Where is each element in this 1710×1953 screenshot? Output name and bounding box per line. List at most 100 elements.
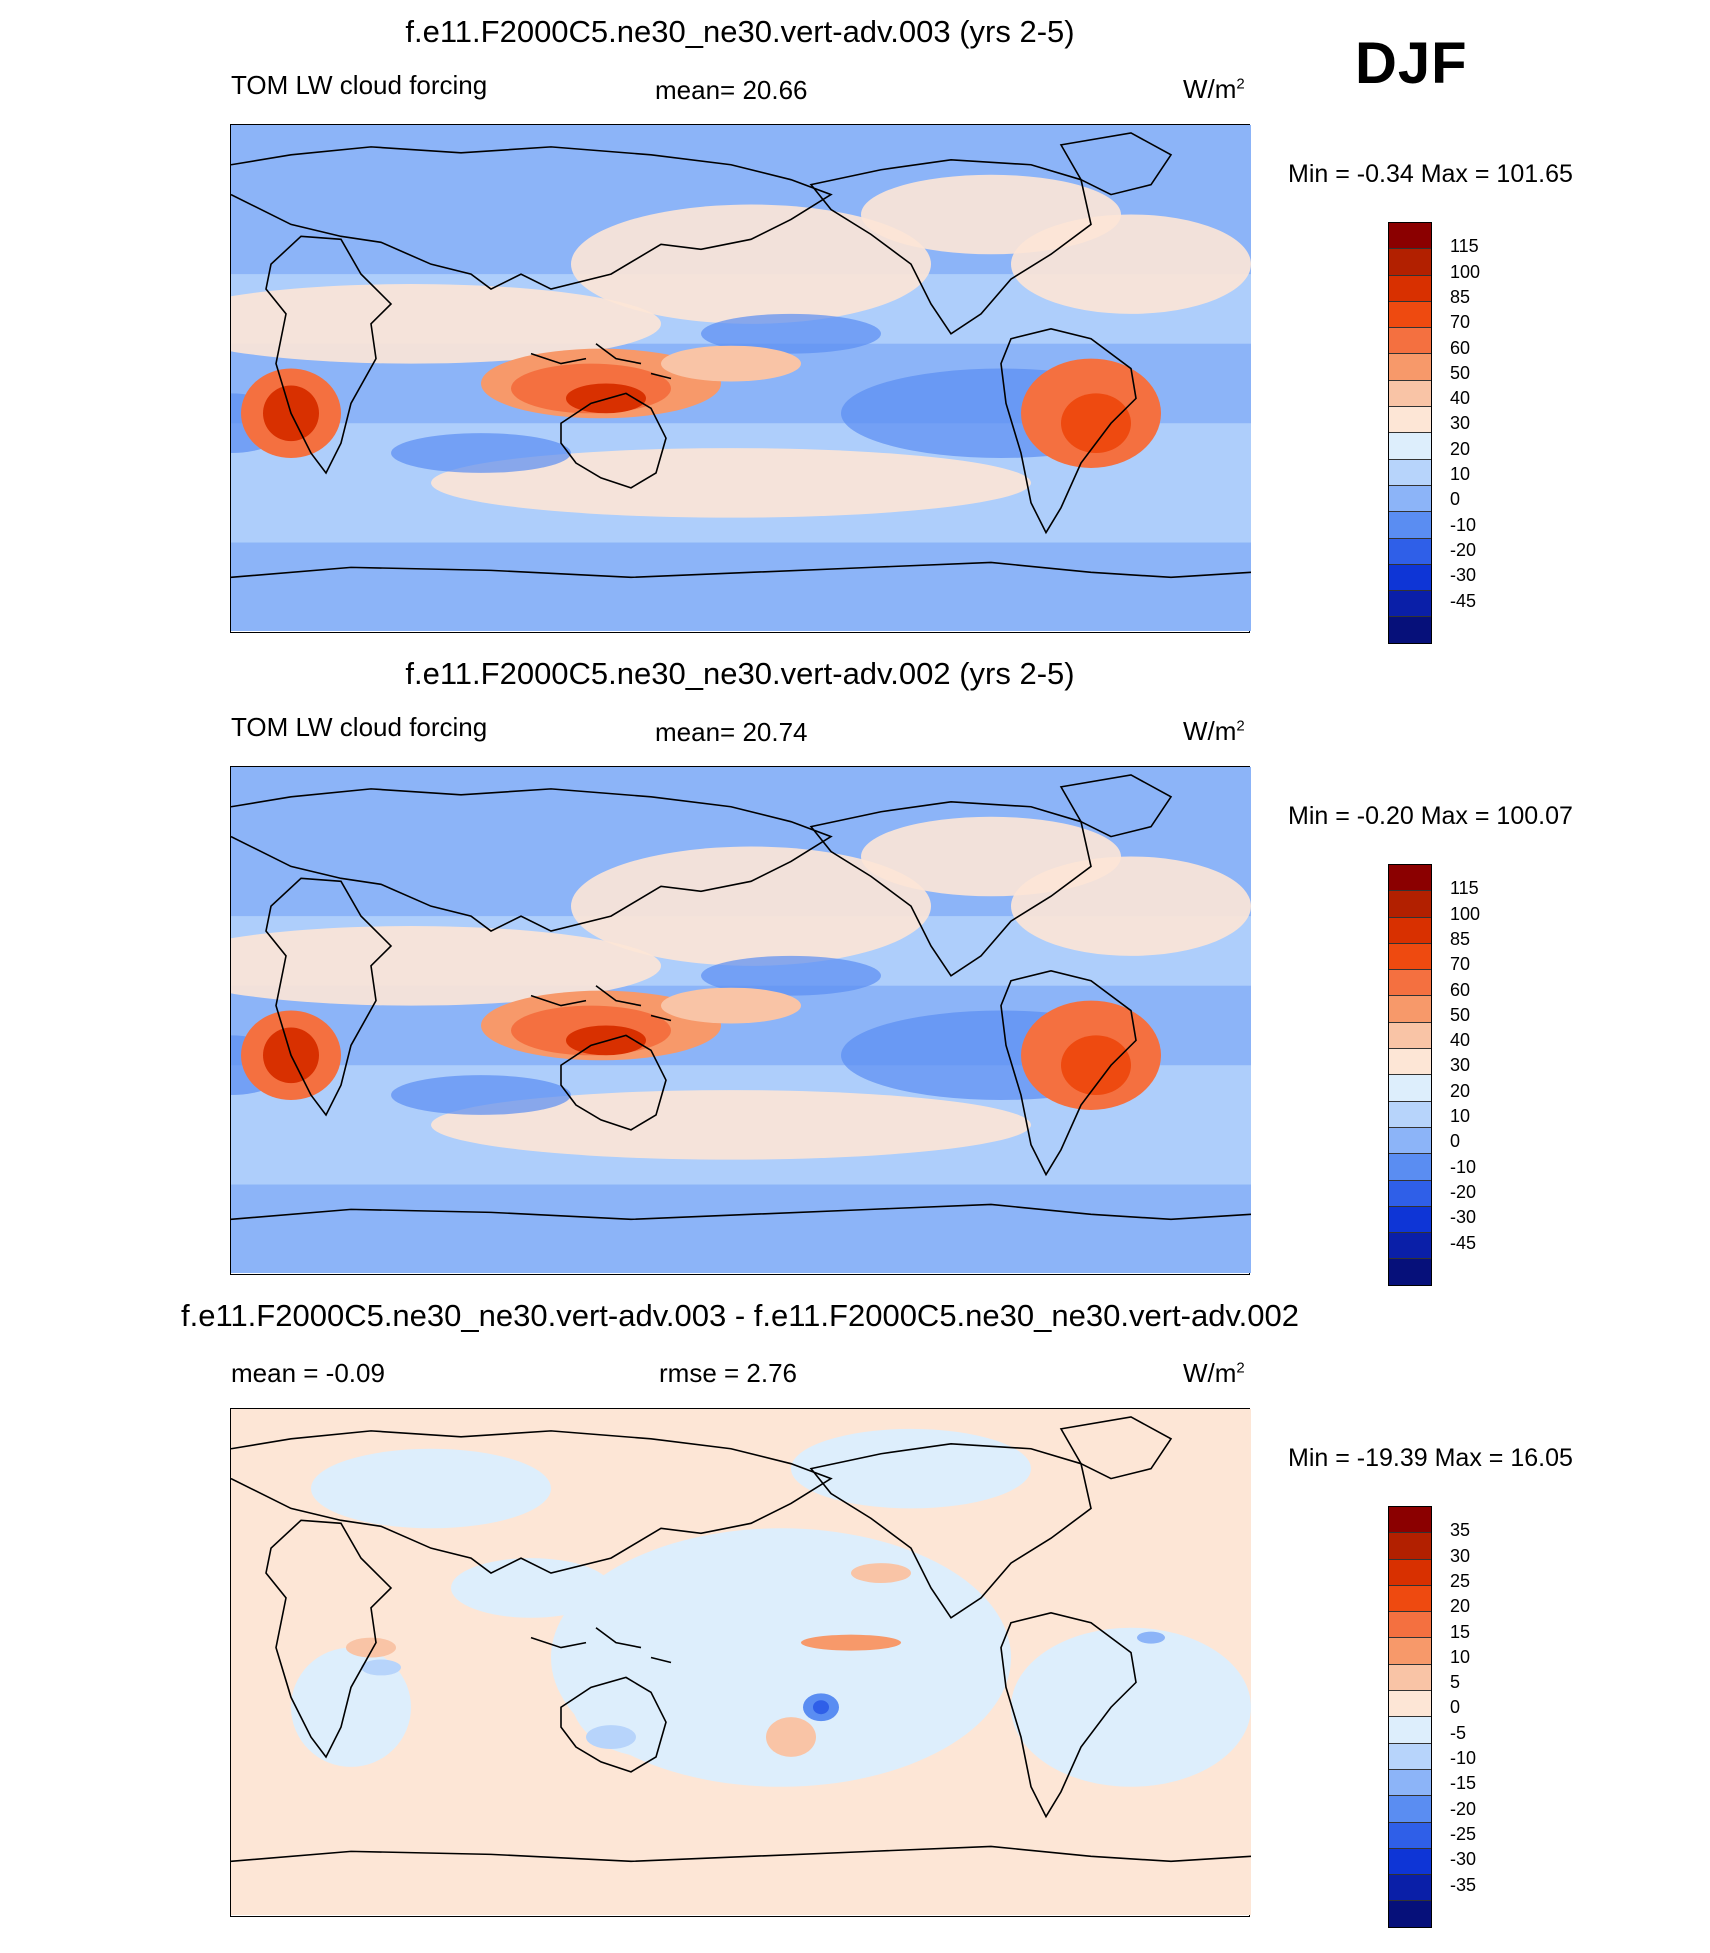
coastline bbox=[1059, 1416, 1173, 1480]
colorbar-swatch bbox=[1389, 1821, 1431, 1848]
coastline bbox=[231, 146, 833, 290]
coastline bbox=[809, 800, 1092, 977]
colorbar-swatch bbox=[1389, 1074, 1431, 1101]
colorbar-swatch bbox=[1389, 248, 1431, 275]
colorbar-swatch bbox=[1389, 1637, 1431, 1664]
colorbar-swatch bbox=[1389, 1532, 1431, 1559]
panel-1-title: f.e11.F2000C5.ne30_ne30.vert-adv.003 (yr… bbox=[405, 14, 1075, 49]
colorbar-tick-label: 20 bbox=[1450, 1080, 1471, 1101]
coastline bbox=[231, 1430, 833, 1574]
colorbar-swatch bbox=[1389, 616, 1431, 643]
colorbar-swatch bbox=[1389, 1021, 1431, 1049]
colorbar-tick-label: 115 bbox=[1450, 236, 1479, 257]
colorbar-swatch bbox=[1389, 223, 1431, 249]
colorbar-swatch bbox=[1389, 537, 1431, 564]
colorbar-swatch bbox=[1389, 1874, 1431, 1901]
map-field bbox=[231, 1409, 1251, 1915]
colorbar-tick-label: 30 bbox=[1450, 1545, 1471, 1566]
coastline bbox=[1059, 132, 1173, 196]
colorbar-swatch bbox=[1389, 1663, 1431, 1691]
colorbar-swatch bbox=[1389, 1900, 1431, 1927]
colorbar-tick-label: -30 bbox=[1450, 565, 1477, 586]
colorbar-tick-label: 5 bbox=[1450, 1672, 1461, 1693]
coastline bbox=[530, 1627, 672, 1664]
colorbar-swatch bbox=[1389, 1795, 1431, 1822]
panel-1-map bbox=[230, 124, 1251, 633]
colorbar-tick-label: -20 bbox=[1450, 539, 1477, 560]
panel-3-units: W/m2 bbox=[1183, 1358, 1245, 1388]
colorbar-swatch bbox=[1389, 274, 1431, 301]
colorbar-tick-label: -5 bbox=[1450, 1722, 1467, 1743]
colorbar-tick-label: -35 bbox=[1450, 1874, 1477, 1895]
colorbar-swatch bbox=[1389, 1558, 1431, 1585]
colorbar-swatch bbox=[1389, 1507, 1431, 1533]
panel-2-map bbox=[230, 766, 1251, 1275]
colorbar-swatch bbox=[1389, 1768, 1431, 1796]
season-label: DJF bbox=[1355, 31, 1468, 96]
colorbar-swatch bbox=[1389, 300, 1431, 328]
coastline bbox=[560, 1676, 667, 1773]
colorbar-tick-label: 30 bbox=[1450, 413, 1471, 434]
colorbar-tick-label: 50 bbox=[1450, 362, 1471, 383]
colorbar-swatch bbox=[1389, 942, 1431, 970]
colorbar-tick-label: 40 bbox=[1450, 388, 1471, 409]
colorbar-tick-label: 10 bbox=[1450, 1646, 1471, 1667]
panel-3-colorbar bbox=[1388, 1506, 1432, 1928]
coastline bbox=[265, 1519, 393, 1759]
colorbar-swatch bbox=[1389, 327, 1431, 354]
panel-2-colorbar bbox=[1388, 864, 1432, 1286]
coastline bbox=[809, 158, 1092, 335]
coastline bbox=[265, 877, 393, 1117]
panel-2-mean-label: mean= 20.74 bbox=[655, 717, 808, 747]
colorbar-swatch bbox=[1389, 1232, 1431, 1259]
colorbar-tick-label: 85 bbox=[1450, 286, 1471, 307]
colorbar-tick-label: 85 bbox=[1450, 928, 1471, 949]
map-field bbox=[231, 125, 1251, 631]
colorbar-tick-label: -20 bbox=[1450, 1181, 1477, 1202]
coastline bbox=[809, 1442, 1092, 1619]
panel-2-title: f.e11.F2000C5.ne30_ne30.vert-adv.002 (yr… bbox=[405, 656, 1075, 691]
coastline bbox=[265, 235, 393, 475]
panel-3-rmse-label: rmse = 2.76 bbox=[659, 1358, 798, 1388]
coastline bbox=[560, 392, 667, 489]
colorbar-swatch bbox=[1389, 511, 1431, 538]
panel-3-title: f.e11.F2000C5.ne30_ne30.vert-adv.003 - f… bbox=[181, 1298, 1299, 1333]
coastline bbox=[231, 561, 1251, 579]
coastline bbox=[530, 343, 672, 380]
panel-1-colorbar bbox=[1388, 222, 1432, 644]
colorbar-swatch bbox=[1389, 995, 1431, 1022]
colorbar-tick-label: -15 bbox=[1450, 1773, 1477, 1794]
colorbar-tick-label: -20 bbox=[1450, 1798, 1477, 1819]
panel-1-variable-label: TOM LW cloud forcing bbox=[231, 70, 488, 100]
colorbar-tick-label: -45 bbox=[1450, 590, 1477, 611]
panel-2-min-max: Min = -0.20 Max = 100.07 bbox=[1288, 802, 1573, 830]
colorbar-tick-label: -25 bbox=[1450, 1823, 1477, 1844]
coastline bbox=[231, 1845, 1251, 1863]
panel-1-units: W/m2 bbox=[1183, 74, 1245, 104]
colorbar-swatch bbox=[1389, 590, 1431, 617]
colorbar-swatch bbox=[1389, 1179, 1431, 1206]
colorbar-tick-label: 115 bbox=[1450, 878, 1479, 899]
panel-1-min-max: Min = -0.34 Max = 101.65 bbox=[1288, 160, 1573, 188]
colorbar-swatch bbox=[1389, 432, 1431, 459]
colorbar-swatch bbox=[1389, 1716, 1431, 1743]
panel-3-min-max: Min = -19.39 Max = 16.05 bbox=[1288, 1444, 1573, 1472]
colorbar-swatch bbox=[1389, 563, 1431, 591]
colorbar-swatch bbox=[1389, 1584, 1431, 1612]
colorbar-swatch bbox=[1389, 969, 1431, 996]
colorbar-swatch bbox=[1389, 916, 1431, 943]
coastline bbox=[1000, 1611, 1137, 1819]
colorbar-swatch bbox=[1389, 379, 1431, 407]
map-field bbox=[231, 767, 1251, 1273]
coastline bbox=[1000, 969, 1137, 1177]
colorbar-tick-label: -10 bbox=[1450, 1748, 1477, 1768]
colorbar-tick-label: 100 bbox=[1450, 903, 1481, 924]
colorbar-swatch bbox=[1389, 1258, 1431, 1285]
colorbar-swatch bbox=[1389, 1611, 1431, 1638]
colorbar-tick-label: 100 bbox=[1450, 261, 1481, 282]
coastline bbox=[1000, 327, 1137, 535]
colorbar-tick-label: 0 bbox=[1450, 489, 1461, 510]
colorbar-tick-label: 70 bbox=[1450, 954, 1471, 975]
colorbar-tick-label: -10 bbox=[1450, 1156, 1477, 1177]
colorbar-tick-label: 0 bbox=[1450, 1131, 1461, 1152]
